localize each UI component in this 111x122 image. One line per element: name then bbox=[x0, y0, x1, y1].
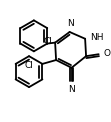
Text: Cl: Cl bbox=[25, 61, 33, 70]
Text: NH: NH bbox=[90, 33, 103, 42]
Text: N: N bbox=[67, 19, 74, 28]
Text: N: N bbox=[68, 85, 75, 94]
Text: Cl: Cl bbox=[44, 37, 53, 46]
Text: O: O bbox=[103, 49, 110, 58]
